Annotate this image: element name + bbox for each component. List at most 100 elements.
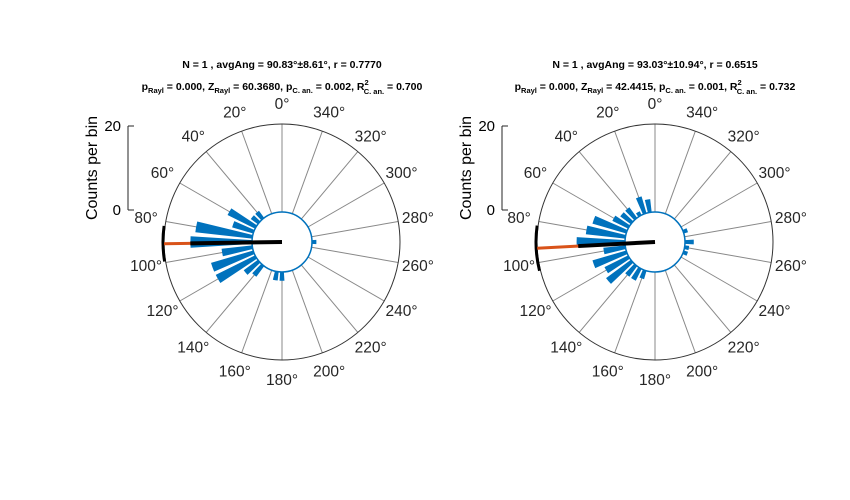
angle-label-20: 20° [596,104,619,121]
plot-2-bars [576,196,694,284]
angle-label-260: 260° [775,258,807,275]
plot-1-overlay [161,211,313,273]
plot-2-r-tick-label-max: 20 [478,118,495,135]
angle-label-120: 120° [146,303,178,320]
angle-label-180: 180° [639,372,671,389]
resultant-vector [578,240,656,249]
plot-2-ylabel: Counts per bin [458,116,475,220]
bar-bin-120 [604,255,631,274]
angle-label-80: 80° [134,210,157,227]
spoke-220 [673,264,732,333]
bar-bin-50 [250,215,261,225]
plot-1-title-line2: pRayl = 0.000, ZRayl = 60.3680, pC. an. … [142,78,423,96]
bar-bin-40 [625,207,638,221]
spoke-300 [680,182,758,228]
bar-bin-260 [684,245,690,251]
spoke-220 [300,264,359,333]
angle-label-340: 340° [313,104,345,121]
bar-bin-130 [606,259,634,284]
spoke-320 [673,151,732,220]
spoke-160 [614,270,646,354]
bar-bin-180 [279,271,285,281]
bar-bin-50 [620,212,634,225]
angle-label-100: 100° [503,258,535,275]
angle-label-220: 220° [728,340,760,357]
angle-label-220: 220° [355,340,387,357]
resultant-vector [190,240,283,246]
spoke-140 [205,264,264,333]
plot-2-r2-can: 0.732 [769,81,795,93]
plot-1-ylabel: Counts per bin [84,116,101,220]
angle-label-40: 40° [555,128,578,145]
bar-bin-60 [227,208,258,229]
bar-bin-270 [684,239,694,245]
bar-bin-140 [625,263,638,277]
spoke-200 [291,270,323,354]
bar-bin-150 [631,266,642,281]
spoke-320 [300,151,359,220]
angle-label-100: 100° [130,258,162,275]
spoke-240 [680,256,758,302]
bar-bin-110 [211,250,255,272]
bar-bin-140 [252,263,265,277]
spoke-280 [684,221,772,238]
angle-label-300: 300° [758,165,790,182]
polar-plot-2: N = 1 , avgAng = 93.03°±10.94°, r = 0.65… [458,59,807,389]
plot-1-title-line1: N = 1 , avgAng = 90.83°±8.61°, r = 0.777… [182,59,382,71]
plot-1-r2-can: 0.700 [396,81,422,93]
angle-label-200: 200° [686,364,718,381]
bar-bin-80 [585,225,626,239]
spoke-140 [578,264,637,333]
angle-label-340: 340° [686,104,718,121]
angle-label-320: 320° [728,128,760,145]
angle-label-40: 40° [182,128,205,145]
plot-1-z-rayl: 60.3680 [242,81,280,93]
angle-label-180: 180° [266,372,298,389]
bar-bin-170 [272,271,279,281]
spoke-260 [684,246,772,263]
bar-bin-100 [603,245,626,255]
bar-bin-70 [232,221,255,234]
bar-bin-130 [243,259,261,275]
angle-label-160: 160° [592,364,624,381]
bar-bin-110 [592,250,628,269]
spoke-20 [241,130,273,214]
spoke-40 [578,151,637,220]
angle-label-60: 60° [524,165,547,182]
angle-label-280: 280° [402,210,434,227]
plot-1-p-can: 0.002 [325,81,351,93]
plot-1-angle-labels: 0° 20° 40° 60° 80° 100° 120° 140° 160° 180° 200° 22… [130,96,434,389]
plot-2-p-can: 0.001 [698,81,724,93]
angle-label-160: 160° [219,364,251,381]
bar-bin-60 [612,215,631,229]
polar-plot-1: N = 1 , avgAng = 90.83°±8.61°, r = 0.777… [84,59,434,389]
bar-bin-70 [592,215,628,234]
angle-label-120: 120° [519,303,551,320]
plot-2-angle-labels: 0° 20° 40° 60° 80° 100° 120° 140° 160° 180° 200° 22… [503,96,807,389]
spoke-200 [664,270,696,354]
plot-2-overlay [534,211,686,273]
plot-2-p-rayl: 0.000 [549,81,575,93]
angle-label-320: 320° [355,128,387,145]
confidence-arc [161,225,167,262]
plot-1-r-tick-label-max: 20 [104,118,121,135]
bar-bin-270 [311,239,317,245]
plot-2-r-tick-label-min: 0 [487,202,495,219]
angle-label-0: 0° [275,96,290,113]
plot-1-r-tick-label-min: 0 [113,202,121,219]
angle-label-260: 260° [402,258,434,275]
angle-label-140: 140° [177,340,209,357]
spoke-340 [291,130,323,214]
spoke-280 [311,221,399,238]
angle-label-300: 300° [385,165,417,182]
bar-bin-100 [221,245,253,257]
spoke-240 [307,256,385,302]
bar-bin-80 [195,221,253,239]
bar-bin-120 [215,255,258,283]
angle-label-80: 80° [507,210,530,227]
bar-bin-160 [639,269,647,280]
plot-1-spokes [165,124,399,360]
bar-bin-40 [255,210,265,221]
bar-bin-20 [635,196,647,215]
